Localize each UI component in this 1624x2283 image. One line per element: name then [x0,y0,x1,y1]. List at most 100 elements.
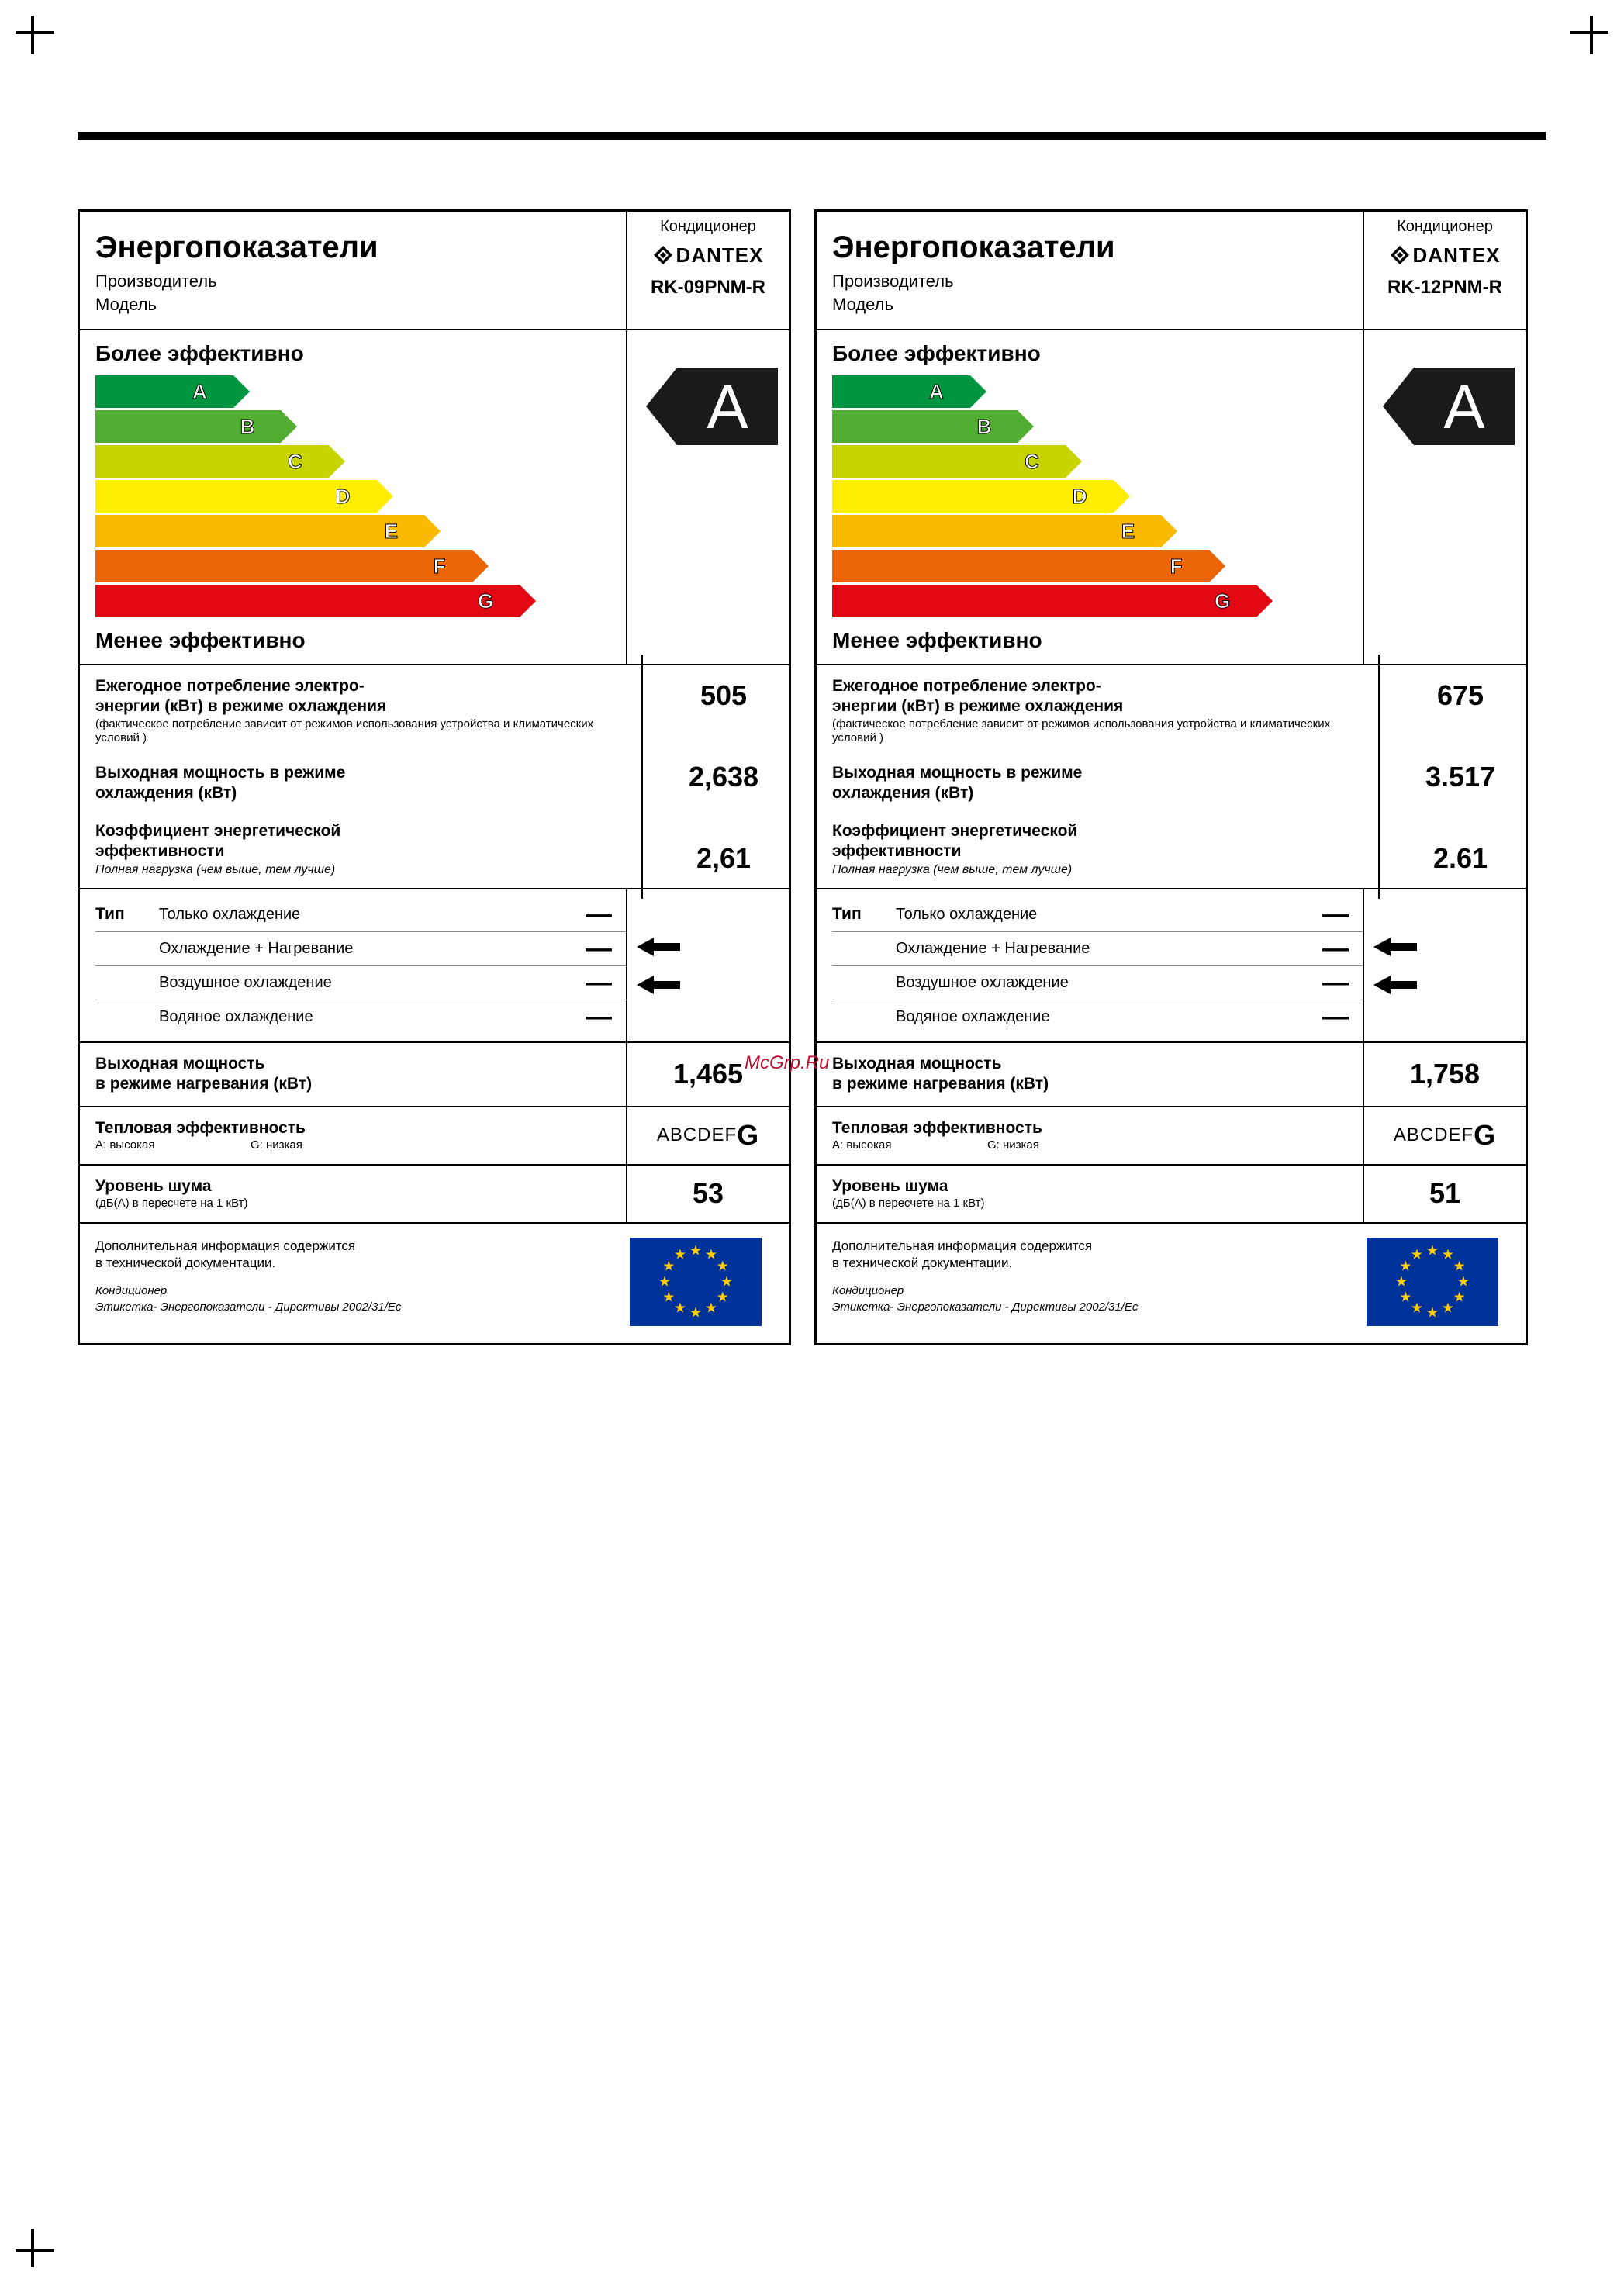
svg-text:A: A [707,372,748,441]
type-row: Охлаждение + Нагревание — [832,931,1363,965]
type-heading: Тип [95,905,159,924]
eer-label: Коэффициент энергетической [832,821,1363,841]
heating-output-label: в режиме нагревания (кВт) [95,1074,618,1094]
model-number: RK-12PNM-R [1372,277,1518,299]
crop-mark [31,2229,34,2267]
footer-info: Дополнительная информация содержитсяв те… [832,1238,1355,1273]
efficiency-bar-G: G [832,585,1363,617]
heating-output-value: 1,758 [1363,1043,1526,1106]
type-row: Тип Только охлаждение — [832,897,1363,931]
type-dash: — [586,1002,626,1032]
thermal-efficiency-label: Тепловая эффективность [832,1118,1355,1138]
type-row: Воздушное охлаждение — [832,965,1363,1000]
eer-value: 2.61 [1380,817,1541,899]
heating-output-value: 1,465 [626,1043,789,1106]
efficiency-bar-E: E [95,515,626,547]
category-label: Кондиционер [635,218,781,236]
type-arrow-cell [1364,965,1526,1003]
heating-output-label: Выходная мощность [95,1054,618,1074]
noise-sub: (дБ(A) в пересчете на 1 кВт) [95,1197,618,1211]
cooling-output-label: Выходная мощность в режиме [95,763,626,783]
type-row: Водяное охлаждение — [832,1000,1363,1034]
energy-label: Энергопоказатели Производитель Модель Ко… [78,209,791,1345]
noise-label: Уровень шума [832,1176,1355,1197]
annual-consumption-label: энергии (кВт) в режиме охлаждения [95,696,626,717]
type-arrow-cell [1364,1003,1526,1041]
svg-text:A: A [1443,372,1485,441]
less-efficient-label: Менее эффективно [95,628,626,653]
efficiency-bar-C: C [95,445,626,478]
annual-consumption-note: (фактическое потребление зависит от режи… [95,717,626,747]
thermal-efficiency-row: Тепловая эффективность A: высокаяG: низк… [80,1107,789,1166]
efficiency-bar-A: A [832,375,1363,408]
noise-value: 53 [626,1166,789,1222]
annual-consumption-label: Ежегодное потребление электро- [95,676,626,696]
eu-flag-icon: ★★★★★★★★★★★★ [630,1238,762,1326]
type-dash: — [1322,968,1363,998]
type-label: Охлаждение + Нагревание [896,940,1322,958]
efficiency-bar-B: B [95,410,626,443]
footer-section: Дополнительная информация содержитсяв те… [80,1224,789,1343]
thermal-efficiency-row: Тепловая эффективность A: высокаяG: низк… [817,1107,1526,1166]
type-label: Охлаждение + Нагревание [159,940,586,958]
annual-consumption-label: энергии (кВт) в режиме охлаждения [832,696,1363,717]
thermal-efficiency-sub: A: высокаяG: низкая [95,1138,618,1153]
noise-sub: (дБ(A) в пересчете на 1 кВт) [832,1197,1355,1211]
efficiency-bar-F: F [95,550,626,582]
more-efficient-label: Более эффективно [832,341,1363,366]
type-heading: Тип [832,905,896,924]
type-dash: — [586,934,626,964]
heating-output-label: Выходная мощность [832,1054,1355,1074]
footer-directive: КондиционерЭтикетка- Энергопоказатели - … [832,1283,1355,1315]
metrics-section: Ежегодное потребление электро- энергии (… [817,665,1526,889]
efficiency-bar-F: F [832,550,1363,582]
efficiency-bar-D: D [832,480,1363,513]
cooling-output-label: Выходная мощность в режиме [832,763,1363,783]
noise-value: 51 [1363,1166,1526,1222]
metrics-section: Ежегодное потребление электро- энергии (… [80,665,789,889]
eu-flag-icon: ★★★★★★★★★★★★ [1367,1238,1498,1326]
thermal-efficiency-sub: A: высокаяG: низкая [832,1138,1355,1153]
type-dash: — [586,968,626,998]
efficiency-bar-C: C [832,445,1363,478]
efficiency-bar-B: B [832,410,1363,443]
more-efficient-label: Более эффективно [95,341,626,366]
noise-label: Уровень шума [95,1176,618,1197]
type-section: Тип Только охлаждение — Охлаждение + Наг… [817,889,1526,1043]
heating-output-row: Выходная мощность в режиме нагревания (к… [80,1043,789,1107]
type-row: Водяное охлаждение — [95,1000,626,1034]
energy-labels-container: Энергопоказатели Производитель Модель Ко… [78,209,1546,1345]
eer-label: Коэффициент энергетической [95,821,626,841]
eer-label: эффективности [832,841,1363,862]
annual-consumption-label: Ежегодное потребление электро- [832,676,1363,696]
cooling-output-value: 2,638 [643,736,804,817]
annual-consumption-value: 505 [643,655,804,736]
cooling-output-label: охлаждения (кВт) [95,783,626,803]
type-dash: — [1322,900,1363,930]
crop-mark [16,31,54,34]
efficiency-section: Более эффективно A B C D E [817,330,1526,665]
thermal-efficiency-label: Тепловая эффективность [95,1118,618,1138]
heating-output-row: Выходная мощность в режиме нагревания (к… [817,1043,1526,1107]
brand-logo-icon [1390,245,1410,265]
rating-badge: A [1383,368,1507,445]
type-label: Воздушное охлаждение [896,974,1322,992]
thermal-efficiency-scale: ABCDEFG [626,1107,789,1164]
type-section: Тип Только охлаждение — Охлаждение + Наг… [80,889,789,1043]
crop-mark [1590,16,1593,54]
eer-note: Полная нагрузка (чем выше, тем лучше) [832,863,1363,877]
type-arrow-cell [1364,889,1526,927]
top-rule [78,132,1546,140]
manufacturer-label: Производитель [95,271,626,292]
type-arrow-cell [627,889,789,927]
label-title: Энергопоказатели [95,230,626,265]
footer-info: Дополнительная информация содержитсяв те… [95,1238,618,1273]
efficiency-section: Более эффективно A B C D E [80,330,789,665]
efficiency-bar-D: D [95,480,626,513]
noise-row: Уровень шума (дБ(A) в пересчете на 1 кВт… [817,1166,1526,1224]
efficiency-bar-G: G [95,585,626,617]
type-arrow-cell [627,965,789,1003]
brand-name: DANTEX [635,243,781,268]
type-row: Тип Только охлаждение — [95,897,626,931]
efficiency-bars: A B C D E F G [832,375,1363,617]
